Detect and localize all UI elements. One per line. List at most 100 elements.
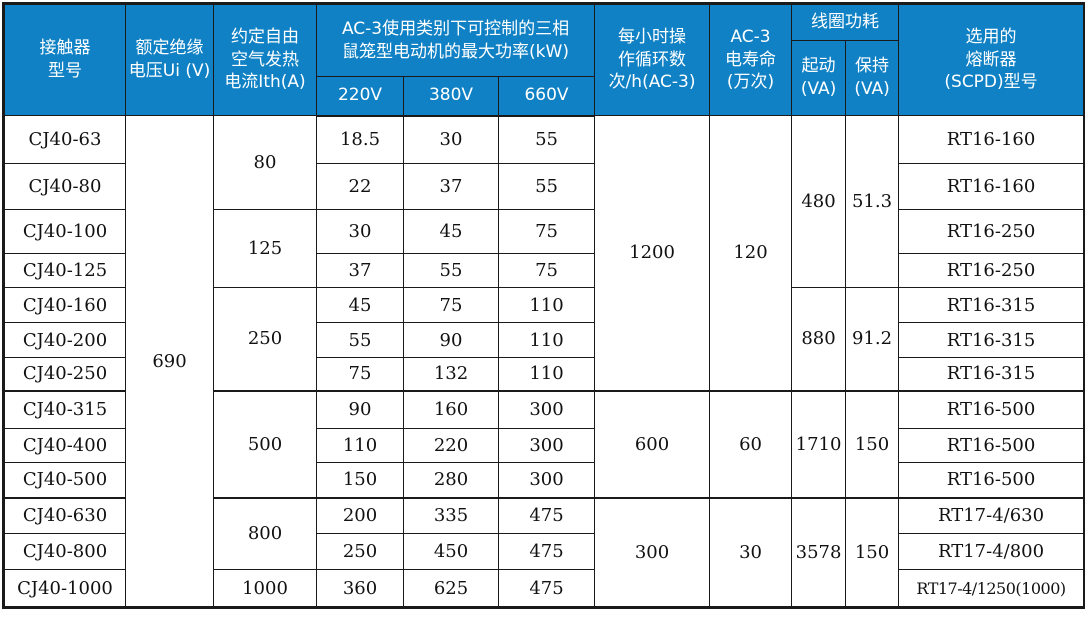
- table-cell: RT16-500: [898, 389, 1085, 429]
- table-cell: 800: [213, 496, 317, 570]
- table-cell: 150: [845, 496, 900, 608]
- header-row-1: 接触器 型号 额定绝缘 电压Ui (V) 约定自由 空气发热 电流Ith(A) …: [3, 3, 1085, 116]
- table-row: CJ40-63 690 80 18.5 30 55 1200 120 480 51.3 RT16-1…: [3, 115, 1085, 608]
- table-cell: 55: [497, 163, 596, 210]
- table-cell: 880: [791, 287, 847, 391]
- table-row: CJ40-500 150 280 300 RT16-500: [3, 462, 1085, 498]
- table-cell: RT17-4/1250(1000): [898, 569, 1085, 608]
- table-cell: RT16-250: [898, 209, 1085, 254]
- table-cell: RT17-4/800: [898, 533, 1085, 570]
- table-header: 接触器 型号 额定绝缘 电压Ui (V) 约定自由 空气发热 电流Ith(A) …: [3, 3, 1085, 117]
- table-cell: 55: [497, 115, 596, 164]
- table-cell: 360: [316, 569, 404, 608]
- table-cell: CJ40-100: [3, 209, 126, 254]
- header-voltage-380: 380V: [403, 76, 499, 117]
- table-cell: 160: [403, 389, 499, 429]
- table-cell: RT16-250: [898, 253, 1085, 288]
- table-cell: 335: [403, 496, 499, 534]
- table-cell: 18.5: [316, 115, 404, 164]
- table-cell: 300: [594, 496, 711, 608]
- table-cell: 91.2: [845, 287, 900, 391]
- table-cell: CJ40-80: [3, 163, 126, 210]
- table-cell: CJ40-200: [3, 322, 126, 358]
- table-cell: 75: [497, 253, 596, 288]
- table-cell: 280: [403, 462, 499, 498]
- header-voltage-220: 220V: [316, 76, 404, 117]
- table-row: CJ40-250 75 132 110 RT16-315: [3, 357, 1085, 391]
- table-cell: CJ40-125: [3, 253, 126, 288]
- table-cell: 300: [497, 428, 596, 463]
- table-cell: 150: [845, 389, 900, 498]
- table-cell: CJ40-63: [3, 115, 126, 164]
- table-cell: CJ40-500: [3, 462, 126, 498]
- table-cell: CJ40-160: [3, 287, 126, 323]
- table-cell: CJ40-250: [3, 357, 126, 391]
- table-cell: CJ40-630: [3, 496, 126, 534]
- table-cell: CJ40-1000: [3, 569, 126, 608]
- table-cell: 30: [316, 209, 404, 254]
- table-cell: 110: [497, 322, 596, 358]
- table-cell: CJ40-400: [3, 428, 126, 463]
- table-cell: 60: [709, 389, 793, 498]
- table-cell: 120: [709, 115, 793, 391]
- table-cell: 475: [497, 569, 596, 608]
- table-row: CJ40-80 22 37 55 RT16-160: [3, 163, 1085, 210]
- table-row: CJ40-800 250 450 475 RT17-4/800: [3, 533, 1085, 570]
- table-cell: RT17-4/630: [898, 496, 1085, 534]
- table-row: CJ40-100 125 30 45 75 RT16-250: [3, 209, 1085, 288]
- table-cell: 475: [497, 496, 596, 534]
- header-voltage-660: 660V: [497, 76, 596, 117]
- table-cell: 132: [403, 357, 499, 391]
- header-ac3-max-power: AC-3使用类别下可控制的三相 鼠笼型电动机的最大功率(kW): [315, 3, 596, 77]
- table-cell: CJ40-800: [3, 533, 126, 570]
- table-cell: 110: [316, 428, 404, 463]
- header-coil-hold: 保持 (VA): [845, 40, 900, 116]
- table-row: CJ40-400 110 220 300 RT16-500: [3, 428, 1085, 463]
- table-cell: 125: [213, 209, 317, 288]
- header-coil-power: 线圈功耗: [791, 3, 900, 41]
- table-row: CJ40-1000 1000 360 625 475 RT17-4/1250(1000): [3, 569, 1085, 608]
- table-row: CJ40-315 500 90 160 300 600 60 1710 150 RT16-500: [3, 389, 1085, 498]
- table-cell: 3578: [791, 496, 847, 608]
- table-cell: 220: [403, 428, 499, 463]
- table-cell: 45: [403, 209, 499, 254]
- table-cell: 200: [316, 496, 404, 534]
- table-cell: 37: [403, 163, 499, 210]
- table-cell: CJ40-315: [3, 389, 126, 429]
- table-cell: 37: [316, 253, 404, 288]
- table-row: CJ40-125 37 55 75 RT16-250: [3, 253, 1085, 288]
- table-cell: 75: [497, 209, 596, 254]
- table-cell: 150: [316, 462, 404, 498]
- table-cell: RT16-315: [898, 287, 1085, 323]
- table-cell: 600: [594, 389, 711, 498]
- table-cell: 300: [497, 389, 596, 429]
- table-cell: 22: [316, 163, 404, 210]
- table-cell: 90: [316, 389, 404, 429]
- header-thermal-current: 约定自由 空气发热 电流Ith(A): [213, 3, 317, 116]
- table-cell: 51.3: [845, 115, 900, 288]
- table-cell: 45: [316, 287, 404, 323]
- table-row: CJ40-160 250 45 75 110 880 91.2 RT16-315: [3, 287, 1085, 391]
- table-cell: 250: [316, 533, 404, 570]
- header-cycles-per-hour: 每小时操 作循环数 次/h(AC-3): [594, 3, 711, 116]
- table-body: CJ40-63 690 80 18.5 30 55 1200 120 480 51.3 RT16-1…: [3, 115, 1085, 608]
- table-cell: 250: [213, 287, 317, 391]
- table-cell: 1200: [594, 115, 711, 391]
- table-row: CJ40-630 800 200 335 475 300 30 3578 150 RT17-4/6…: [3, 496, 1085, 608]
- header-contactor-model: 接触器 型号: [3, 3, 126, 116]
- table-cell: 690: [125, 115, 214, 608]
- table-cell: RT16-500: [898, 462, 1085, 498]
- table-cell: 55: [316, 322, 404, 358]
- table-cell: 80: [213, 115, 317, 210]
- table-cell: RT16-160: [898, 115, 1085, 164]
- header-electrical-life: AC-3 电寿命 (万次): [709, 3, 793, 116]
- table-cell: RT16-315: [898, 357, 1085, 391]
- table-cell: 110: [497, 287, 596, 323]
- table-cell: 30: [709, 496, 793, 608]
- table-cell: 500: [213, 389, 317, 498]
- contactor-spec-table: 接触器 型号 额定绝缘 电压Ui (V) 约定自由 空气发热 电流Ith(A) …: [2, 2, 1085, 609]
- table-cell: 450: [403, 533, 499, 570]
- table-cell: 625: [403, 569, 499, 608]
- table-cell: 30: [403, 115, 499, 164]
